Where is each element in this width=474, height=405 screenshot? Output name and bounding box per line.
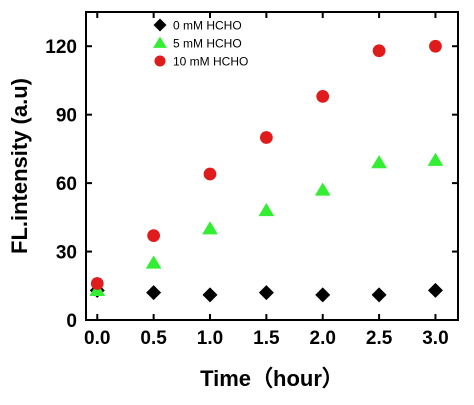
data-point-triangle: [371, 155, 387, 169]
y-tick-label: 120: [45, 37, 77, 58]
legend-marker-circle: [154, 55, 166, 67]
y-tick-label: 60: [56, 174, 77, 195]
x-tick-label: 1.0: [197, 328, 223, 349]
data-point-circle: [372, 44, 386, 58]
data-point-diamond: [258, 285, 274, 301]
data-point-diamond: [202, 287, 218, 303]
data-point-circle: [429, 39, 442, 53]
x-tick-label: 2.0: [310, 328, 336, 349]
legend: 0 mM HCHO 5 mM HCHO 10 mM HCHO: [153, 18, 248, 69]
marks-layer: [89, 39, 444, 303]
axes-layer: 0.0 0.5 1.0 1.5 2.0 2.5 3.0 0 30 60 90 120 Time（hour…: [7, 11, 459, 391]
data-point-diamond: [427, 282, 443, 298]
legend-label: 0 mM HCHO: [173, 19, 242, 33]
data-point-triangle: [145, 255, 162, 269]
y-axis-title: FL.intensity (a.u): [7, 78, 32, 254]
data-point-diamond: [371, 287, 387, 303]
data-point-circle: [259, 131, 273, 144]
data-point-triangle: [427, 152, 444, 166]
data-point-circle: [316, 90, 330, 103]
x-axis-title: Time（hour）: [200, 366, 344, 391]
data-point-triangle: [314, 182, 331, 196]
legend-label: 10 mM HCHO: [173, 55, 248, 69]
data-point-triangle: [258, 202, 275, 217]
legend-marker-diamond: [153, 18, 167, 32]
y-tick-label: 30: [56, 243, 77, 264]
data-point-diamond: [315, 287, 331, 303]
x-tick-label: 3.0: [422, 328, 448, 349]
x-tick-label: 0.5: [140, 328, 167, 349]
x-tick-label: 0.0: [84, 328, 110, 349]
x-tick-label: 1.5: [253, 328, 280, 349]
series-2: [90, 39, 442, 290]
data-point-circle: [147, 229, 161, 242]
y-tick-label: 0: [66, 311, 77, 332]
legend-marker-triangle: [153, 36, 167, 48]
legend-label: 5 mM HCHO: [173, 37, 242, 51]
plot-frame: [85, 11, 459, 321]
data-point-circle: [90, 277, 104, 290]
series-0: [89, 282, 443, 303]
data-point-circle: [203, 167, 217, 181]
series-1: [89, 152, 444, 296]
y-tick-label: 90: [56, 106, 77, 127]
x-tick-label: 2.5: [366, 328, 393, 349]
data-point-triangle: [202, 221, 218, 235]
data-point-diamond: [146, 285, 162, 301]
